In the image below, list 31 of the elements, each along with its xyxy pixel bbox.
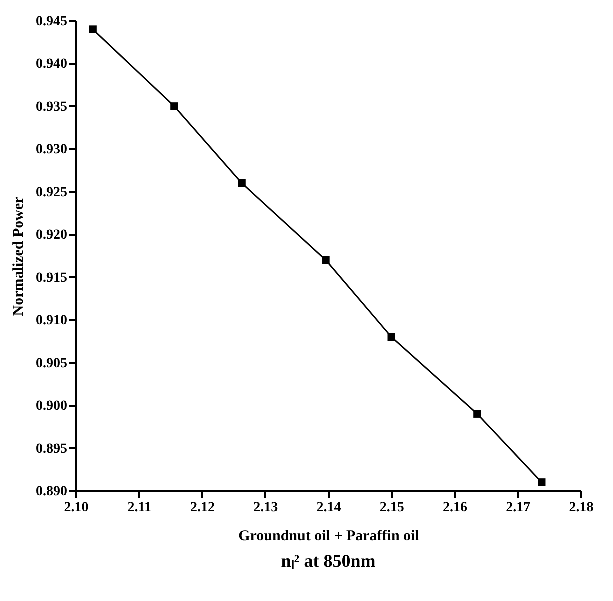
point (538, 478, 546, 486)
text: nₗ² at 850nm (281, 551, 376, 571)
point (170, 102, 178, 110)
x-tick-label: 2.12 (190, 500, 215, 516)
x-axis-title: Groundnut oil + Paraffin oil (238, 528, 420, 544)
x-tick-label: 2.15 (380, 500, 404, 516)
x-tick-label: 2.13 (254, 500, 278, 516)
y-tick-label: 0.945 (36, 14, 68, 30)
x-tick-label: 2.18 (569, 500, 594, 516)
x-tick-label: 2.11 (128, 500, 152, 516)
y-tick-label: 0.910 (36, 314, 68, 329)
x-tick-label: 2.17 (506, 500, 531, 516)
point (89, 26, 97, 34)
y-tick-label: 0.915 (36, 270, 68, 286)
y-tick-label: 0.890 (36, 484, 68, 500)
point (322, 256, 330, 264)
y-tick-label: 0.925 (36, 185, 68, 200)
x-tick-label: 2.16 (443, 500, 468, 516)
point (238, 179, 246, 188)
y-tick-label: 0.920 (36, 228, 68, 244)
y-tick-label: 0.940 (36, 57, 68, 72)
x-tick-label: 2.10 (64, 500, 89, 516)
y-tick-label: 0.935 (36, 100, 68, 115)
y-tick-label: 0.905 (36, 356, 68, 372)
point (388, 333, 396, 342)
y-tick-label: 0.895 (36, 442, 68, 457)
point (474, 410, 482, 418)
y-tick-label: 0.930 (36, 142, 68, 158)
x-tick-label: 2.14 (316, 500, 342, 516)
y-axis-title: Normalized Power (11, 196, 27, 316)
y-tick-label: 0.900 (36, 399, 68, 414)
